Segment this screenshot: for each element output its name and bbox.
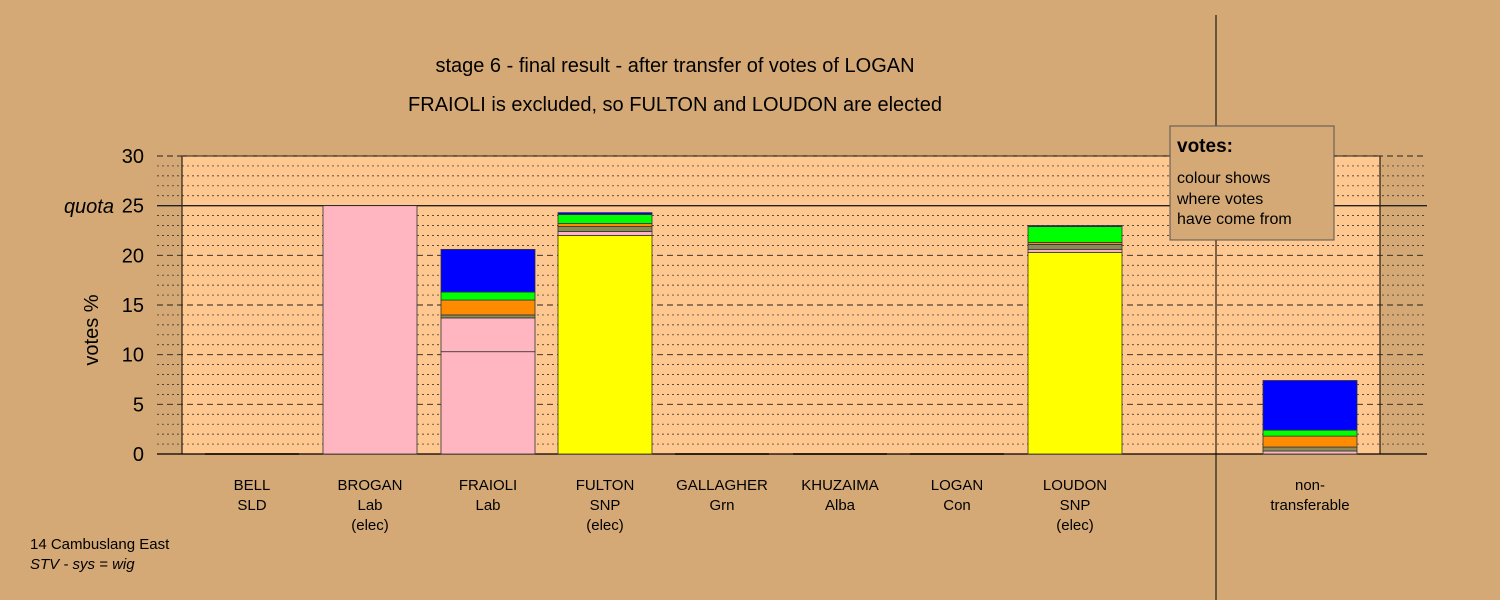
footer-system: STV - sys = wig <box>30 556 135 573</box>
y-axis-label: votes % <box>81 294 103 365</box>
bar-segment <box>1027 248 1123 253</box>
legend-line-2: where votes <box>1176 191 1263 208</box>
bar-segment <box>440 317 536 353</box>
footer-ward: 14 Cambuslang East <box>30 536 170 553</box>
quota-label: quota <box>64 196 114 218</box>
bar-segment <box>1027 226 1123 243</box>
candidate-party: Con <box>943 497 971 514</box>
candidate-party: Lab <box>475 497 500 514</box>
bar-segment <box>322 205 418 455</box>
legend-line-3: have come from <box>1177 211 1292 228</box>
candidate-status: (elec) <box>1056 517 1094 534</box>
candidate-name: LOUDON <box>1043 477 1107 494</box>
candidate-name: LOGAN <box>931 477 984 494</box>
bar-segment <box>1262 429 1358 437</box>
bars-group <box>205 205 1358 455</box>
bar-segment <box>440 299 536 316</box>
candidate-name: non- <box>1295 477 1325 494</box>
legend-line-1: colour shows <box>1177 170 1270 187</box>
y-tick-label: 25 <box>122 196 144 218</box>
y-tick-label: 30 <box>122 146 144 168</box>
chart-subtitle: FRAIOLI is excluded, so FULTON and LOUDO… <box>408 94 942 116</box>
y-tick-label: 10 <box>122 345 144 367</box>
y-tick-label: 5 <box>133 394 144 416</box>
bar-segment <box>1027 225 1123 227</box>
bar-segment <box>557 214 653 224</box>
y-tick-label: 0 <box>133 444 144 466</box>
bar-segment <box>557 235 653 455</box>
candidate-party: Alba <box>825 497 856 514</box>
bar-segment <box>557 226 653 232</box>
bar-segment <box>440 248 536 293</box>
bar-segment <box>1262 450 1358 455</box>
candidate-status: (elec) <box>586 517 624 534</box>
y-tick-label: 20 <box>122 245 144 267</box>
legend-box: votes: colour shows where votes have com… <box>1169 125 1335 241</box>
candidate-name: BROGAN <box>337 477 402 494</box>
candidate-name: FRAIOLI <box>459 477 517 494</box>
candidate-party: SLD <box>237 497 266 514</box>
bar-segment <box>440 351 536 455</box>
bar-segment <box>440 291 536 301</box>
y-tick-label: 15 <box>122 295 144 317</box>
candidate-party: Lab <box>357 497 382 514</box>
bar-segment <box>557 231 653 236</box>
bar-segment <box>557 212 653 216</box>
bar-segment <box>440 314 536 319</box>
candidate-status: (elec) <box>351 517 389 534</box>
candidate-name: KHUZAIMA <box>801 477 879 494</box>
chart-title: stage 6 - final result - after transfer … <box>435 55 914 77</box>
legend-title: votes: <box>1177 136 1233 157</box>
candidate-party: SNP <box>1060 497 1091 514</box>
candidate-party: SNP <box>590 497 621 514</box>
candidate-labels: BELL SLD BROGAN Lab (elec) FRAIOLI Lab FULTON SN… <box>234 477 1350 534</box>
bar-segment <box>557 223 653 227</box>
candidate-party: transferable <box>1270 497 1349 514</box>
bar-segment <box>1262 435 1358 448</box>
bar-segment <box>1262 380 1358 431</box>
bar-segment <box>1262 446 1358 452</box>
candidate-name: BELL <box>234 477 271 494</box>
bar-segment <box>1027 251 1123 455</box>
candidate-name: GALLAGHER <box>676 477 768 494</box>
candidate-party: Grn <box>709 497 734 514</box>
candidate-name: FULTON <box>576 477 635 494</box>
y-axis: 0 5 10 15 20 25 30 <box>122 146 144 466</box>
bar-segment <box>1027 244 1123 250</box>
